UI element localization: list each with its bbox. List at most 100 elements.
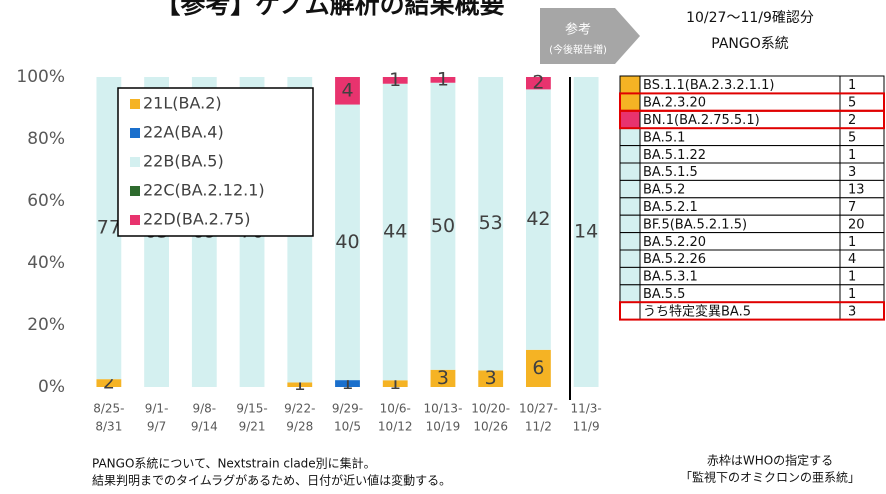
x-tick-label: 9/22-: [284, 402, 315, 416]
table-cell: [839, 266, 885, 286]
y-tick-label: 100%: [16, 67, 65, 87]
table-cell: [839, 92, 885, 112]
annotation: (今後報告増): [549, 43, 607, 56]
data-label: 6: [532, 357, 544, 379]
data-label: 53: [479, 212, 503, 234]
legend-box: [117, 87, 314, 237]
data-label: 50: [431, 215, 455, 237]
x-tick-label: 10/6-: [380, 402, 411, 416]
bar-segment: [382, 380, 408, 387]
table-color-cell: [619, 127, 641, 147]
table-count: 4: [848, 252, 856, 267]
table-color-cell: [619, 214, 641, 234]
x-tick-label: 9/28: [286, 420, 313, 434]
table-color-cell: [619, 110, 641, 129]
table-count: 7: [848, 200, 856, 215]
table-count: 5: [848, 96, 856, 111]
data-label: 4: [341, 79, 353, 101]
x-tick-label: 10/13-: [423, 402, 462, 416]
x-tick-label: 11/2: [525, 420, 552, 434]
y-tick-label: 20%: [27, 315, 65, 335]
bar-segment: [526, 349, 551, 387]
table-lineage: BA.5.2.20: [643, 235, 706, 250]
note: 結果判明までのタイムラグがあるため、日付が近い値は変動する。: [92, 473, 451, 488]
data-label: 2: [532, 72, 544, 94]
x-tick-label: 10/20-: [471, 402, 510, 416]
bar-segment: [478, 77, 504, 371]
table-cell: [839, 284, 885, 303]
y-tick-label: 60%: [27, 191, 65, 211]
bar-segment: [478, 370, 504, 387]
table-color-cell: [619, 162, 641, 181]
legend-swatch: [130, 186, 140, 196]
table-lineage: BA.5.2.26: [643, 252, 706, 267]
bar-segment: [335, 380, 360, 387]
table-cell: [839, 145, 885, 164]
table-lineage: BA.2.3.20: [643, 96, 706, 111]
x-tick-label: 8/31: [95, 420, 122, 434]
table-color-cell: [619, 284, 641, 303]
table-color-cell: [619, 232, 641, 251]
data-label: 14: [574, 221, 598, 243]
chart-title: 【参考】ゲノム解析の結果概要: [155, 0, 504, 19]
data-label: 1: [437, 68, 449, 90]
table-cell: [839, 249, 885, 268]
table-cell: [839, 197, 885, 216]
table-lineage: BS.1.1(BA.2.3.2.1.1): [643, 78, 775, 93]
table-title: 10/27～11/9確認分: [686, 10, 814, 26]
legend-label: 22C(BA.2.12.1): [143, 181, 265, 200]
table-color-cell: [619, 179, 641, 199]
table-highlight: [619, 109, 885, 130]
x-tick-label: 10/27-: [519, 402, 558, 416]
note: PANGO系統について、Nextstrain clade別に集計。: [92, 456, 376, 471]
table-count: 3: [848, 165, 856, 180]
x-tick-label: 9/8-: [192, 402, 216, 416]
x-tick-label: 9/29-: [332, 402, 363, 416]
x-tick-label: 9/15-: [236, 402, 267, 416]
legend-swatch: [130, 157, 140, 167]
bar-segment: [573, 77, 599, 387]
legend-swatch: [130, 215, 140, 225]
table-cell: [839, 301, 885, 321]
data-label: 3: [485, 367, 497, 389]
table-cell: [839, 75, 885, 94]
table-note: 「監視下のオミクロンの亜系統」: [680, 470, 860, 485]
table-cell: [839, 162, 885, 181]
x-tick-label: 9/7: [147, 420, 166, 434]
bar-segment: [287, 382, 313, 387]
x-tick-label: 10/5: [334, 420, 361, 434]
table-note: 赤枠はWHOの指定する: [707, 453, 833, 468]
table-count: 1: [848, 270, 856, 285]
table-color-cell: [619, 75, 641, 94]
legend-label: 22A(BA.4): [143, 123, 224, 142]
table-lineage: BN.1(BA.2.75.5.1): [643, 113, 760, 128]
table-highlight: [619, 301, 885, 321]
data-label: 42: [526, 208, 550, 230]
legend-swatch: [130, 99, 140, 109]
table-count: 1: [848, 287, 856, 302]
data-label: 44: [383, 221, 407, 243]
x-tick-label: 10/26: [473, 420, 508, 434]
table-count: 1: [848, 148, 856, 163]
y-tick-label: 40%: [27, 253, 65, 273]
x-tick-label: 9/21: [239, 420, 266, 434]
y-tick-label: 0%: [38, 377, 65, 397]
table-lineage: BA.5.5: [643, 287, 685, 302]
table-count: 5: [848, 130, 856, 145]
bar-segment: [430, 82, 456, 370]
table-color-cell: [619, 301, 641, 321]
data-label: 40: [335, 231, 359, 253]
y-tick-label: 80%: [27, 129, 65, 149]
bar-segment: [526, 89, 551, 350]
table-count: 1: [848, 78, 856, 93]
table-color-cell: [619, 92, 641, 112]
table-lineage: BA.5.3.1: [643, 270, 698, 285]
table-lineage: BA.5.1.22: [643, 148, 706, 163]
bar-segment: [430, 369, 456, 387]
table-count: 2: [848, 113, 856, 128]
legend-label: 22B(BA.5): [143, 152, 224, 171]
bar-segment: [382, 77, 408, 84]
table-lineage: うち特定変異BA.5: [643, 303, 751, 319]
table-count: 20: [848, 217, 865, 232]
